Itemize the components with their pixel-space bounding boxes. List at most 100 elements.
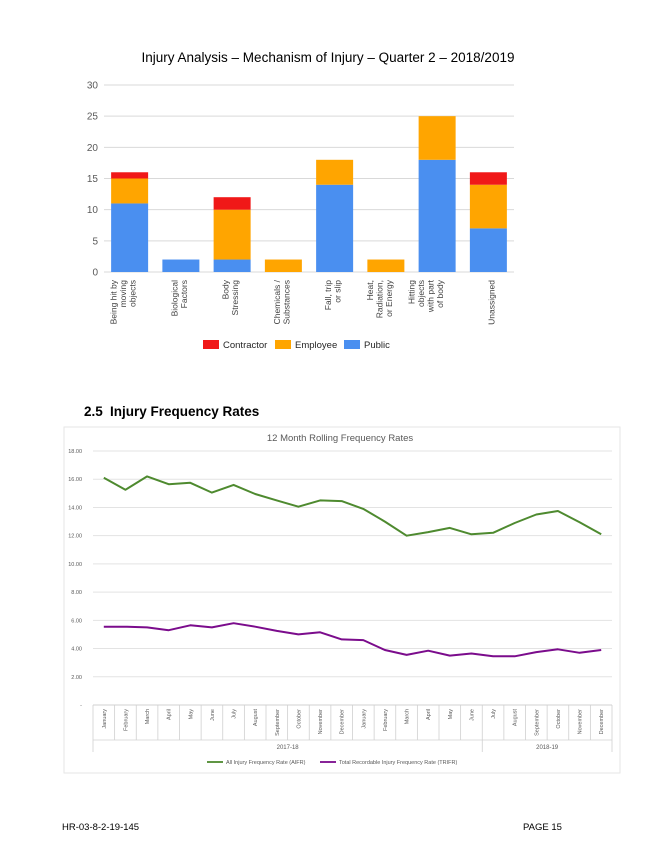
chart2-x-tick-label: February (123, 709, 129, 731)
chart2-x-tick-label: March (145, 709, 151, 724)
chart2-x-tick-label: April (426, 709, 432, 720)
chart1-legend: Contractor Employee Public (203, 340, 390, 351)
section-heading: 2.5 Injury Frequency Rates (84, 404, 259, 419)
chart2-y-tick-label: 10.00 (68, 562, 82, 568)
section-number: 2.5 (84, 404, 103, 419)
chart1-x-label: Being hit by moving objects (109, 279, 138, 324)
chart1-legend-swatch (203, 340, 219, 349)
chart1-y-tick-label: 0 (92, 268, 98, 279)
chart1-x-label-line: Hitting (407, 280, 417, 304)
chart2-x-tick-label: June (469, 709, 475, 721)
chart1-legend-label: Contractor (223, 340, 267, 351)
chart2-x-tick-label: November (318, 709, 324, 735)
chart1-bar-contractor (111, 172, 149, 179)
chart1-x-label: Fall, trip or slip (323, 280, 343, 311)
chart1-x-label-line: Unassigned (486, 280, 496, 325)
chart2-x-tick-label: April (167, 709, 173, 720)
chart2-y-tick-label: 12.00 (68, 534, 82, 540)
chart2-x-tick-label: August (253, 709, 259, 727)
chart2-x-tick-label: September (534, 709, 540, 736)
chart1-y-tick-label: 15 (87, 174, 99, 185)
chart2-x-tick-label: December (340, 709, 346, 735)
chart1-x-label-line: objects (128, 280, 138, 307)
chart1-bar-employee (213, 209, 251, 260)
chart1-bar-public (469, 228, 507, 272)
chart1-y-tick-label: 25 (87, 112, 99, 123)
chart2-x-tick-label: July (232, 709, 238, 719)
chart2-x-tick-label: December (599, 709, 605, 735)
chart1-x-label-line: Being hit by (109, 279, 119, 324)
chart1-bar-employee (316, 159, 354, 185)
chart2-x-tick-label: November (578, 709, 584, 735)
chart1-bar-contractor (469, 172, 507, 185)
chart2-x-tick-label: July (491, 709, 497, 719)
chart2-group-label: 2017-18 (277, 745, 300, 751)
chart1-bar-contractor (213, 197, 251, 210)
chart1-legend-label: Employee (295, 340, 337, 351)
chart1-x-label-line: or slip (333, 280, 343, 303)
chart1-x-label: Heat, Radiation, or Energy (365, 279, 394, 318)
chart2-y-tick-label: 18.00 (68, 449, 82, 455)
chart1-x-label-line: or Energy (384, 279, 394, 317)
chart2-y-tick-label: - (80, 703, 82, 709)
chart1-x-label-line: Fall, trip (323, 280, 333, 311)
chart1-bar-public (418, 159, 456, 272)
chart2-x-tick-label: January (361, 709, 367, 729)
chart1-x-label-line: Radiation, (374, 280, 384, 318)
chart2-y-tick-label: 14.00 (68, 505, 82, 511)
chart1-x-label: Body Stressing (221, 279, 241, 315)
chart1-x-label-line: of body (435, 279, 445, 308)
chart2-y-tick-label: 6.00 (71, 618, 82, 624)
chart1-y-tick-label: 5 (92, 236, 98, 247)
chart1-bar-public (162, 259, 200, 272)
chart1-x-label-line: moving (118, 280, 128, 308)
chart1-bar-employee (111, 178, 149, 204)
chart2-y-ticks: - 2.00 4.00 6.00 8.00 10.00 12.00 14.00 16.00 18.… (68, 449, 82, 709)
chart1-bar-public (213, 259, 251, 272)
chart1-legend-label: Public (364, 340, 390, 351)
chart2-x-tick-label: February (383, 709, 389, 731)
chart2-x-tick-label: May (188, 709, 194, 720)
chart2-legend-label: All Injury Frequency Rate (AIFR) (226, 760, 306, 766)
chart1-x-label: Chemicals / Substances (272, 279, 292, 324)
chart2-x-tick-label: March (405, 709, 411, 724)
chart2-x-axis: January February March April May June July Augu… (92, 704, 613, 752)
chart2-x-tick-label: January (102, 709, 108, 729)
chart1-legend-swatch (344, 340, 360, 349)
chart1-bar-employee (418, 116, 456, 160)
chart1-x-label-line: Chemicals / (272, 279, 282, 324)
chart2-title: 12 Month Rolling Frequency Rates (267, 433, 414, 444)
chart1-bar-employee (367, 259, 405, 272)
chart1-x-label-line: Heat, (365, 280, 375, 300)
chart1-x-label-line: with part (426, 279, 436, 313)
chart1-x-label: Biological Factors (169, 280, 189, 316)
chart1-y-ticks: 0 5 10 15 20 25 30 (87, 81, 99, 279)
section-title: Injury Frequency Rates (110, 404, 260, 419)
chart2-legend: All Injury Frequency Rate (AIFR) Total Re… (207, 760, 457, 766)
chart2-y-tick-label: 8.00 (71, 590, 82, 596)
chart2-x-tick-label: August (513, 709, 519, 727)
chart2-y-tick-label: 4.00 (71, 647, 82, 653)
chart1-x-label-line: Factors (179, 280, 189, 308)
chart1-legend-swatch (275, 340, 291, 349)
chart1-x-label-line: Stressing (230, 280, 240, 316)
chart2-series-line (103, 622, 602, 658)
chart1-bar-public (316, 184, 354, 272)
chart1-y-tick-label: 20 (87, 143, 99, 154)
chart1-x-label: Unassigned (486, 280, 496, 325)
chart2-legend-label: Total Recordable Injury Frequency Rate (… (339, 760, 457, 766)
chart2-gridlines (93, 450, 612, 678)
chart2-x-tick-label: May (448, 709, 454, 720)
chart1-bar-public (111, 203, 149, 272)
chart2-frame (63, 426, 621, 774)
chart1-bar-employee (264, 259, 302, 272)
chart1-y-tick-label: 30 (87, 81, 99, 92)
chart1-x-label-line: Substances (281, 280, 291, 324)
chart2-group-label: 2018-19 (536, 745, 559, 751)
chart1-title: Injury Analysis – Mechanism of Injury – … (141, 50, 515, 65)
chart2-lines (103, 475, 602, 658)
chart1-x-label-line: objects (416, 280, 426, 307)
chart2-x-tick-label: October (296, 709, 302, 729)
